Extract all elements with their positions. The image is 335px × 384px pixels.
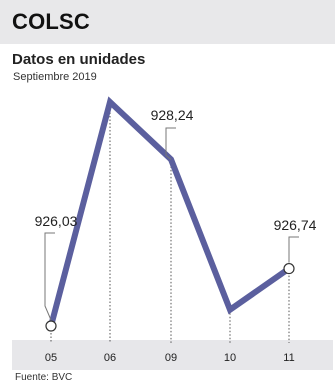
header-bar: COLSC bbox=[0, 0, 335, 44]
x-tick-label-10: 10 bbox=[224, 352, 236, 364]
x-tick-label-09: 09 bbox=[165, 352, 177, 364]
plot-area bbox=[12, 90, 333, 354]
label-leader-09 bbox=[165, 127, 176, 160]
series-line bbox=[48, 96, 292, 329]
chart-title: Datos en unidades bbox=[12, 51, 146, 68]
label-leader-11 bbox=[288, 236, 299, 263]
label-leader-05 bbox=[44, 232, 55, 321]
x-tick-label-05: 05 bbox=[45, 352, 57, 364]
x-tick-label-11: 11 bbox=[283, 352, 294, 364]
marker-point-11 bbox=[283, 262, 295, 275]
chart-subtitle: Septiembre 2019 bbox=[13, 71, 97, 83]
data-label-05: 926,03 bbox=[35, 213, 78, 229]
chart-ticker-title: COLSC bbox=[12, 9, 90, 34]
data-label-11: 926,74 bbox=[274, 217, 317, 233]
data-label-09: 928,24 bbox=[151, 107, 194, 123]
x-axis-band bbox=[12, 340, 333, 370]
x-tick-label-06: 06 bbox=[104, 352, 116, 364]
marker-point-05 bbox=[45, 320, 57, 332]
source-note: Fuente: BVC bbox=[15, 372, 73, 383]
